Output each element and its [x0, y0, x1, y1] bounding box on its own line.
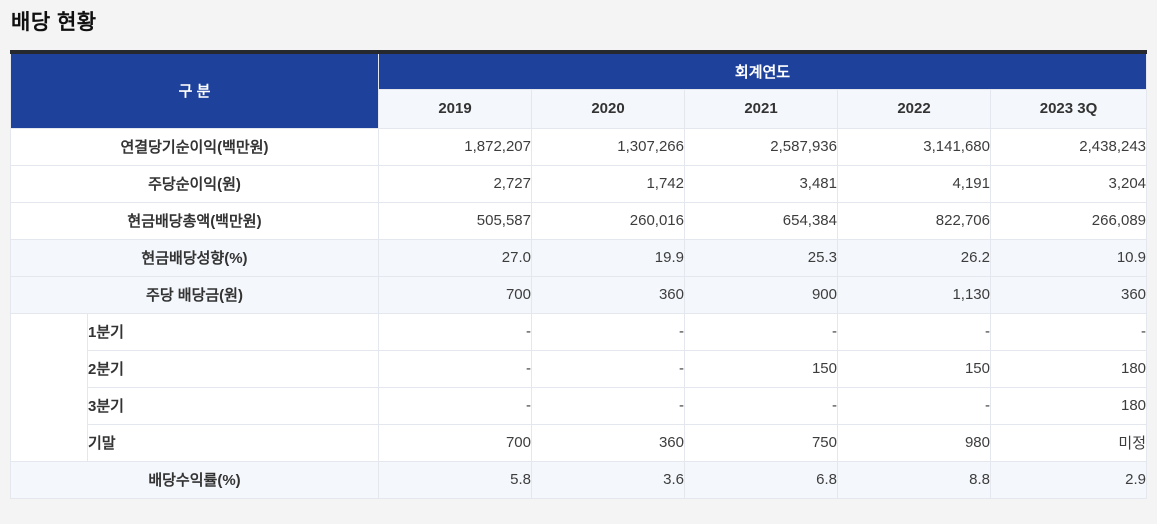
- value-cell: -: [378, 349, 532, 388]
- row-label: 주당순이익(원): [10, 164, 379, 203]
- value-cell: 150: [837, 349, 991, 388]
- page-title: 배당 현황: [11, 11, 97, 34]
- value-cell: 8.8: [837, 460, 991, 499]
- value-cell: 1,872,207: [378, 127, 532, 166]
- year-column-header: 2019: [378, 88, 532, 129]
- value-cell: 900: [684, 275, 838, 314]
- row-sublabel: 기말: [87, 423, 379, 462]
- value-cell: 266,089: [989, 201, 1148, 240]
- value-cell: 2,587,936: [684, 127, 838, 166]
- year-column-header: 2023 3Q: [989, 88, 1148, 129]
- value-cell: 822,706: [837, 201, 991, 240]
- value-cell: 654,384: [684, 201, 838, 240]
- value-cell: -: [378, 386, 532, 425]
- value-cell: -: [531, 312, 685, 351]
- table-row-6: 1분기 - - - - -: [10, 312, 1148, 462]
- table-row-4: 현금배당성향(%) 27.0 19.9 25.3 26.2 10.9: [10, 238, 1148, 277]
- table-row-8: 3분기 - - - -180: [11, 386, 1148, 425]
- row-label: 배당수익률(%): [10, 460, 379, 499]
- value-cell: 980: [837, 423, 991, 462]
- value-cell: 25.3: [684, 238, 838, 277]
- year-column-header: 2020: [531, 88, 685, 129]
- fiscal-year-group-header: 회계연도: [377, 51, 1148, 90]
- year-column-header: 2021: [684, 88, 838, 129]
- value-cell: -: [378, 312, 532, 351]
- value-cell: 750: [684, 423, 838, 462]
- value-cell: 2,438,243: [989, 127, 1148, 166]
- value-cell: 2.9: [989, 460, 1148, 499]
- table-row-5: 주당 배당금(원) 700 360 900 1,130 360: [10, 275, 1148, 314]
- value-cell: 5.8: [378, 460, 532, 499]
- row-sublabel: 3분기: [87, 386, 379, 425]
- group-header-row: 구 분 회계연도: [10, 51, 1148, 129]
- category-corner-header: 구 분: [10, 51, 379, 129]
- indent-spacer-cell: [10, 312, 88, 462]
- value-cell: 2,727: [378, 164, 532, 203]
- table-row-1: 연결당기순이익(백만원) 1,872,207 1,307,266 2,587,936 3…: [10, 127, 1148, 166]
- value-cell: 4,191: [837, 164, 991, 203]
- row-sublabel: 1분기: [87, 312, 379, 351]
- value-cell: 3,481: [684, 164, 838, 203]
- table-row-7: 2분기 - -150 150 180: [11, 349, 1148, 388]
- value-cell: 1,742: [531, 164, 685, 203]
- value-cell: 6.8: [684, 460, 838, 499]
- value-cell: -: [684, 312, 838, 351]
- value-cell: 360: [989, 275, 1148, 314]
- value-cell: 26.2: [837, 238, 991, 277]
- value-cell: 3,204: [989, 164, 1148, 203]
- value-cell: 360: [531, 275, 685, 314]
- value-cell: 260,016: [531, 201, 685, 240]
- value-cell: -: [531, 386, 685, 425]
- value-cell: 19.9: [531, 238, 685, 277]
- value-cell: 3,141,680: [837, 127, 991, 166]
- row-label: 현금배당총액(백만원): [10, 201, 379, 240]
- value-cell: 미정: [989, 423, 1148, 462]
- value-cell: 700: [378, 423, 532, 462]
- table-row-3: 현금배당총액(백만원) 505,587 260,016 654,384 822,706 2…: [10, 201, 1148, 240]
- value-cell: 1,130: [837, 275, 991, 314]
- table-row-9: 기말 700 360 750 980 미정: [11, 423, 1148, 462]
- value-cell: -: [989, 312, 1148, 351]
- dividend-status-table: 구 분 회계연도 2019 2020 2021 2022 2023 3Q 연결당기순이익…: [10, 50, 1148, 499]
- table-row-10: 배당수익률(%) 5.8 3.6 6.8 8.8 2.9: [10, 460, 1148, 499]
- value-cell: 150: [684, 349, 838, 388]
- year-column-header: 2022: [837, 88, 991, 129]
- value-cell: 505,587: [378, 201, 532, 240]
- value-cell: 27.0: [378, 238, 532, 277]
- value-cell: -: [837, 386, 991, 425]
- value-cell: 10.9: [989, 238, 1148, 277]
- value-cell: -: [531, 349, 685, 388]
- value-cell: 1,307,266: [531, 127, 685, 166]
- row-label: 현금배당성향(%): [10, 238, 379, 277]
- value-cell: -: [837, 312, 991, 351]
- value-cell: 180: [989, 349, 1148, 388]
- row-sublabel: 2분기: [87, 349, 379, 388]
- row-label: 연결당기순이익(백만원): [10, 127, 379, 166]
- value-cell: 700: [378, 275, 532, 314]
- value-cell: 180: [989, 386, 1148, 425]
- value-cell: -: [684, 386, 838, 425]
- year-header-row: 2019 2020 2021 2022 2023 3Q: [11, 88, 1148, 129]
- value-cell: 3.6: [531, 460, 685, 499]
- table-row-2: 주당순이익(원) 2,727 1,742 3,481 4,191 3,204: [10, 164, 1148, 203]
- value-cell: 360: [531, 423, 685, 462]
- row-label: 주당 배당금(원): [10, 275, 379, 314]
